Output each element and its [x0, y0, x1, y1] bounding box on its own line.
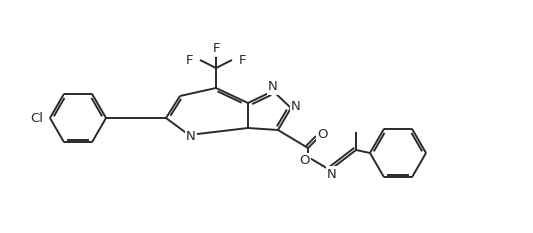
- Text: O: O: [318, 129, 328, 141]
- Text: N: N: [268, 80, 278, 93]
- Text: Cl: Cl: [30, 112, 43, 124]
- Text: F: F: [239, 54, 246, 66]
- Text: F: F: [185, 54, 193, 66]
- Text: N: N: [291, 99, 301, 113]
- Text: F: F: [212, 42, 220, 55]
- Text: N: N: [327, 168, 337, 181]
- Text: N: N: [186, 130, 196, 144]
- Text: O: O: [299, 154, 309, 168]
